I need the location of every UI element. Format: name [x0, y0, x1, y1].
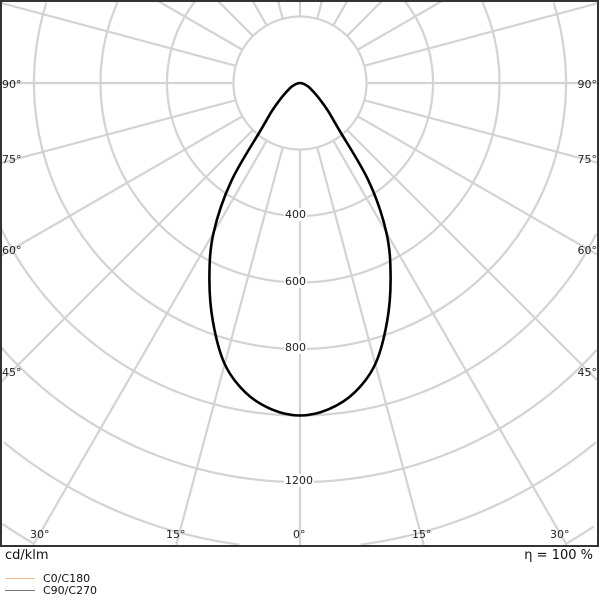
legend-item-c0: C0/C180	[5, 571, 91, 585]
grid-ring-1400	[3, 441, 597, 546]
angle-tick-label-right: 45°	[577, 366, 598, 379]
grid-spoke-120	[357, 0, 443, 51]
grid-spoke-30	[332, 140, 568, 546]
grid-ring-1600	[1, 523, 595, 545]
unit-label: cd/klm	[5, 548, 49, 563]
angle-tick-label-left: 75°	[2, 153, 22, 166]
grid-spoke-225	[217, 0, 254, 37]
grid-ring-1000	[0, 228, 598, 417]
polar-grid	[0, 0, 598, 546]
grid-spoke-135	[346, 0, 383, 37]
grid-spoke-255	[0, 1, 237, 67]
grid-spoke-105	[363, 2, 598, 67]
grid-ring-400	[165, 0, 435, 218]
grid-spoke-15	[316, 146, 425, 546]
grid-spoke-165	[316, 0, 324, 20]
angle-tick-label-bottom: 30°	[30, 528, 50, 541]
legend-item-c90: C90/C270	[5, 583, 98, 597]
angle-tick-label-bottom: 30°	[550, 528, 570, 541]
efficiency-label: η = 100 %	[524, 548, 593, 563]
grid-spoke-300	[0, 115, 243, 257]
grid-spoke-150	[332, 0, 349, 26]
grid-spoke-60	[357, 115, 598, 256]
angle-tick-label-left: 45°	[2, 366, 22, 379]
angle-tick-label-left: 90°	[2, 78, 22, 91]
grid-ring-1200	[0, 346, 598, 484]
plot-frame	[0, 0, 599, 547]
grid-ring-600	[99, 1, 501, 284]
legend-swatch-c0	[5, 577, 35, 579]
grid-spoke-45	[346, 129, 598, 381]
grid-spoke-75	[363, 99, 598, 164]
angle-tick-label-right: 90°	[577, 78, 598, 91]
legend-swatch-c90	[5, 589, 35, 591]
angle-tick-label-bottom: 0°	[293, 528, 306, 541]
angle-tick-label-right: 75°	[577, 153, 598, 166]
grid-spoke-330	[32, 140, 268, 546]
grid-spoke-195	[276, 0, 284, 20]
polar-diagram	[0, 0, 599, 547]
grid-spoke-315	[0, 129, 254, 383]
grid-spoke-345	[175, 146, 284, 546]
radial-tick-label: 400	[284, 208, 307, 221]
angle-tick-label-bottom: 15°	[412, 528, 432, 541]
intensity-curve	[208, 81, 392, 417]
legend-label-c0: C0/C180	[43, 571, 91, 585]
grid-ring-800	[32, 2, 568, 351]
angle-tick-label-bottom: 15°	[166, 528, 186, 541]
radial-tick-label: 1200	[284, 474, 314, 487]
legend-label-c90: C90/C270	[43, 583, 98, 597]
angle-tick-label-left: 60°	[2, 244, 22, 257]
angle-tick-label-right: 60°	[577, 244, 598, 257]
radial-tick-label: 800	[284, 341, 307, 354]
grid-spoke-240	[157, 0, 243, 51]
grid-spoke-285	[0, 99, 237, 165]
radial-tick-label: 600	[284, 274, 307, 288]
grid-spoke-210	[251, 0, 268, 26]
